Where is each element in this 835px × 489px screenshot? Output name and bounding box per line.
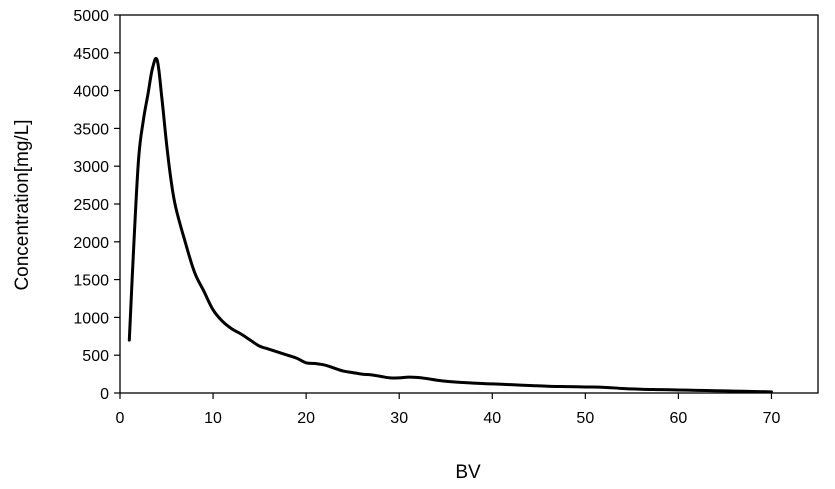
y-tick-label: 3000 [73,159,109,176]
x-axis-title: BV [455,462,481,483]
y-tick-label: 1000 [73,310,109,327]
x-tick-label: 60 [670,410,688,427]
ticks: 0 10 20 30 40 50 60 70 0 500 1000 1500 2000 2500 3000 3… [73,8,780,427]
y-tick-label: 2500 [73,197,109,214]
x-tick-label: 40 [483,410,501,427]
y-tick-label: 4000 [73,84,109,101]
x-tick-label: 10 [204,410,222,427]
y-tick-label: 500 [82,348,109,365]
y-tick-label: 4500 [73,46,109,63]
x-tick-label: 50 [576,410,594,427]
y-axis-title: Concentration[mg/L] [12,119,33,290]
y-tick-label: 1500 [73,273,109,290]
y-tick-label: 2000 [73,235,109,252]
y-tick-label: 3500 [73,121,109,138]
x-tick-label: 30 [390,410,408,427]
y-tick-label: 5000 [73,8,109,25]
plot-frame [119,14,819,394]
x-tick-label: 20 [297,410,315,427]
series-layer [127,56,773,394]
x-tick-label: 0 [116,410,125,427]
x-tick-label: 70 [763,410,781,427]
series-line-0 [127,56,773,394]
y-tick-label: 0 [100,386,109,403]
axes [119,14,819,394]
